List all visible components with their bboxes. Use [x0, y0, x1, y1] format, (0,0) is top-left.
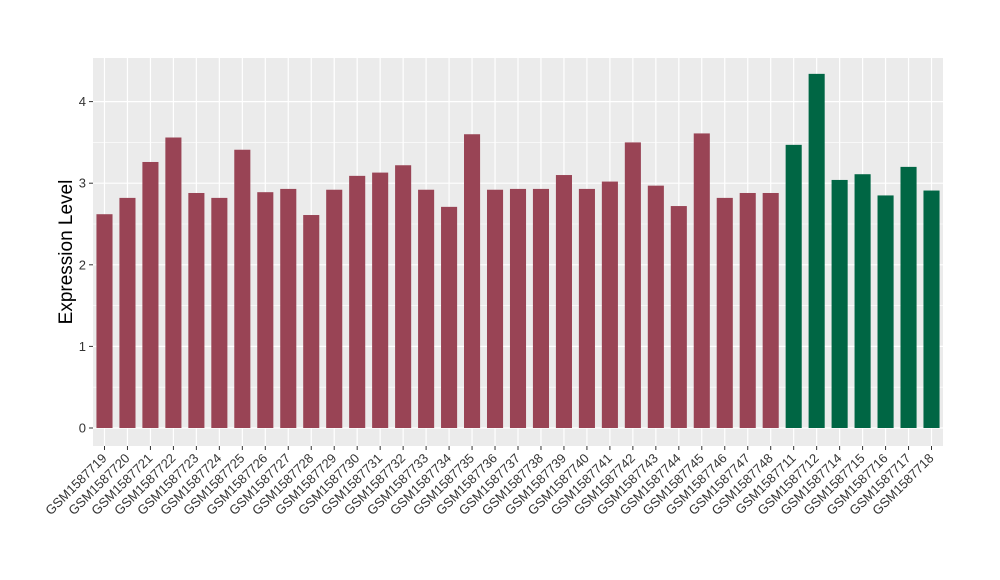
bar [624, 142, 641, 428]
bar [188, 192, 205, 428]
bar [441, 206, 458, 428]
bar [349, 175, 366, 428]
bar [808, 73, 825, 429]
bar [532, 188, 550, 428]
y-tick-label: 3 [79, 176, 86, 191]
bar [234, 149, 251, 429]
bar [464, 134, 481, 429]
bar [900, 166, 917, 428]
bar [280, 188, 297, 428]
y-tick-label: 4 [79, 94, 86, 109]
bar [693, 133, 710, 429]
bar [578, 188, 595, 428]
bar [716, 197, 733, 428]
bar [257, 192, 274, 428]
bar [670, 206, 687, 428]
y-tick-label: 1 [79, 339, 86, 354]
bar [877, 195, 894, 428]
bar [923, 190, 940, 428]
bar [326, 189, 343, 428]
bar [211, 197, 228, 428]
bar [762, 192, 779, 428]
y-tick-label: 2 [79, 257, 86, 272]
bar [555, 175, 572, 428]
bar [739, 192, 756, 428]
y-axis-title: Expression Level [56, 180, 77, 325]
bar [96, 214, 113, 428]
bar [785, 144, 802, 428]
bar [854, 174, 871, 428]
y-axis: 0 1 2 3 4 [79, 94, 93, 436]
bars [96, 73, 940, 429]
bar [509, 188, 527, 428]
bar [647, 185, 664, 428]
bar [486, 189, 504, 428]
bar [831, 179, 848, 428]
x-axis: GSM1587719GSM1587720GSM1587721GSM1587722… [42, 446, 937, 518]
bar [303, 215, 320, 428]
bar [165, 137, 182, 428]
bar [395, 165, 412, 428]
bar [142, 161, 159, 429]
y-tick-label: 0 [79, 421, 86, 436]
bar [601, 181, 618, 428]
bar [418, 189, 435, 428]
bar [119, 197, 136, 428]
bar [372, 172, 389, 428]
